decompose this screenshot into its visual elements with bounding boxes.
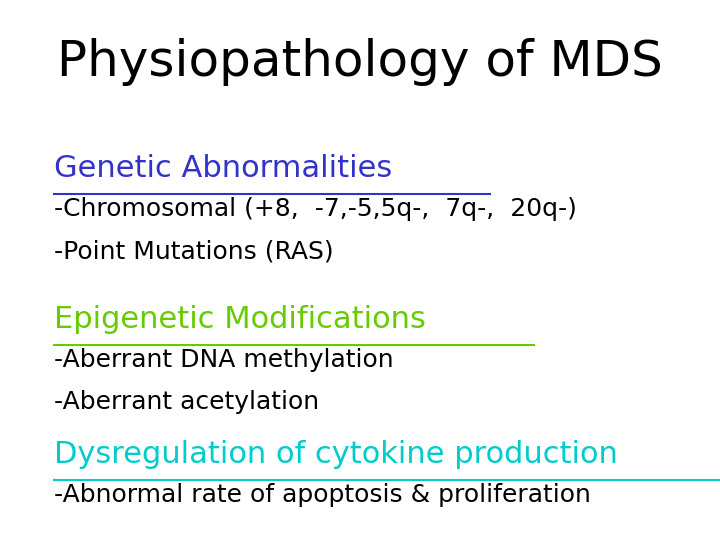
Text: Epigenetic Modifications: Epigenetic Modifications xyxy=(54,305,426,334)
Text: -Aberrant acetylation: -Aberrant acetylation xyxy=(54,390,319,414)
Text: Physiopathology of MDS: Physiopathology of MDS xyxy=(57,38,663,86)
Text: Dysregulation of cytokine production: Dysregulation of cytokine production xyxy=(54,440,618,469)
Text: -Abnormal rate of apoptosis & proliferation: -Abnormal rate of apoptosis & proliferat… xyxy=(54,483,591,507)
Text: -Chromosomal (+8,  -7,-5,5q-,  7q-,  20q-): -Chromosomal (+8, -7,-5,5q-, 7q-, 20q-) xyxy=(54,197,577,221)
Text: -Point Mutations (RAS): -Point Mutations (RAS) xyxy=(54,239,333,263)
Text: -Aberrant DNA methylation: -Aberrant DNA methylation xyxy=(54,348,394,372)
Text: Genetic Abnormalities: Genetic Abnormalities xyxy=(54,154,392,183)
